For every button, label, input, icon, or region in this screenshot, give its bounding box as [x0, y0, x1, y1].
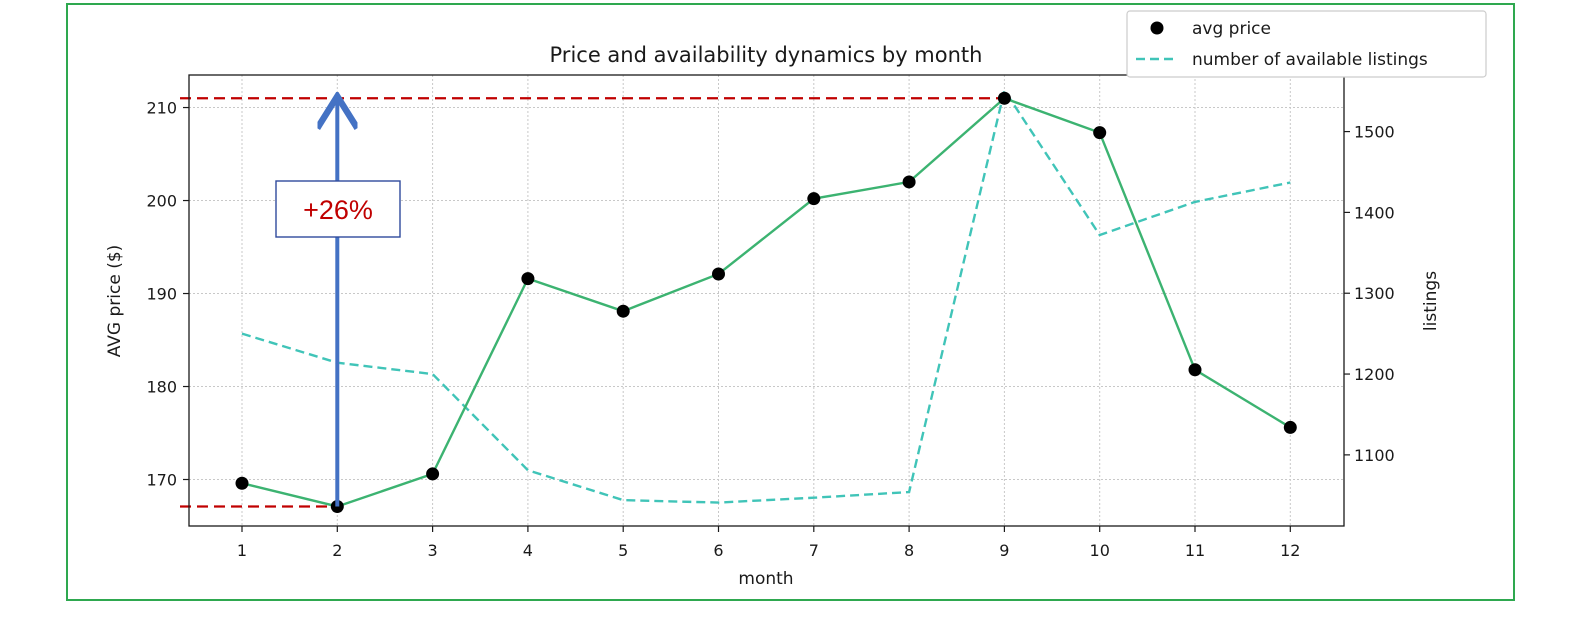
avg-price-point — [1188, 363, 1202, 377]
axes: 1 2 3 4 5 6 7 8 9 10 11 121701801902002101100120013… — [146, 99, 1394, 560]
avg-price-point — [616, 304, 630, 318]
avg-price-point — [807, 192, 821, 206]
y2-tick-label: 1300 — [1354, 284, 1395, 303]
y-tick-label: 200 — [146, 192, 177, 211]
avg-price-point — [712, 267, 725, 281]
x-tick-label: 1 — [237, 541, 247, 560]
x-tick-label: 2 — [332, 541, 342, 560]
growth-label-box — [275, 180, 401, 238]
avg-price-series-line — [241, 96, 1291, 508]
x-tick-label: 4 — [523, 541, 533, 560]
grid — [189, 75, 1344, 526]
avg-price-point — [902, 175, 916, 189]
y-tick-label: 180 — [146, 378, 177, 397]
y2-tick-label: 1500 — [1354, 123, 1395, 142]
avg-price-point — [1093, 126, 1107, 140]
chart-title: Price and availability dynamics by month — [550, 43, 983, 67]
y-tick-label: 190 — [146, 285, 177, 304]
y-axis-title: AVG price ($) — [105, 245, 125, 358]
avg-price-point — [426, 467, 440, 481]
y2-axis-title: listings — [1421, 271, 1441, 331]
x-tick-label: 12 — [1280, 541, 1300, 560]
legend-box — [1126, 10, 1487, 78]
avg-price-point — [521, 272, 535, 286]
growth-label: +26% — [303, 195, 373, 225]
legend-label-avg-price: avg price — [1192, 19, 1271, 39]
x-tick-label: 9 — [999, 541, 1009, 560]
x-tick-label: 7 — [809, 541, 819, 560]
y2-tick-label: 1200 — [1354, 365, 1395, 384]
plot-area — [188, 74, 1345, 527]
x-tick-label: 5 — [618, 541, 628, 560]
x-tick-label: 3 — [428, 541, 438, 560]
legend-marker-avg-price — [1150, 21, 1164, 35]
avg-price-point — [235, 476, 249, 490]
avg-price-point — [997, 91, 1011, 105]
x-tick-label: 6 — [713, 541, 723, 560]
y-tick-label: 170 — [146, 471, 177, 490]
annotation: +26% — [275, 100, 401, 507]
chart-frame — [66, 3, 1515, 601]
x-tick-label: 10 — [1090, 541, 1110, 560]
x-tick-label: 11 — [1185, 541, 1205, 560]
series-layer — [235, 87, 1297, 513]
x-axis-title: month — [738, 569, 793, 589]
x-tick-label: 8 — [904, 541, 914, 560]
y2-tick-label: 1400 — [1354, 203, 1395, 222]
listings-series-line — [241, 87, 1291, 504]
legend-label-listings: number of available listings — [1192, 50, 1428, 70]
y2-tick-label: 1100 — [1354, 446, 1395, 465]
legend: avg price number of available listings — [1126, 10, 1487, 78]
avg-price-point — [1283, 420, 1297, 434]
reference-lines — [180, 97, 1005, 508]
y-tick-label: 210 — [146, 99, 177, 118]
